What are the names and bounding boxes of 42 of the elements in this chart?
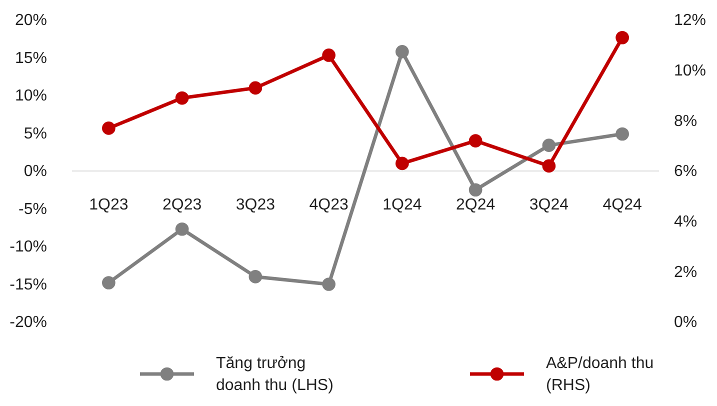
point [542,159,556,173]
x-tick-label: 4Q23 [309,196,348,214]
y2-tick-label: 2% [674,264,698,281]
point [616,127,629,141]
y-tick-label: -5% [18,200,47,218]
y-tick-label: 0% [24,163,47,180]
point [468,134,482,148]
point [468,183,482,197]
y2-tick-label: 8% [674,112,698,130]
y-tick-label: 20% [14,12,47,30]
point [322,278,336,291]
y-tick-label: -15% [10,276,47,294]
x-tick-label: 1Q24 [382,196,422,214]
point [396,156,409,170]
point [102,122,116,135]
y2-tick-label: 6% [674,163,698,180]
y-tick-label: 10% [14,88,47,105]
y2-tick-label: 0% [674,314,698,332]
y-tick-label: 15% [14,50,47,67]
x-tick-label: 2Q24 [456,196,496,214]
y2-tick-label: 12% [674,12,706,30]
x-tick-label: 2Q23 [162,196,202,214]
point [248,81,262,95]
y2-tick-label: 10% [674,62,706,80]
point [396,45,409,58]
x-tick-label: 3Q24 [529,196,569,214]
point [102,276,116,290]
x-tick-label: 1Q23 [89,196,128,214]
y-tick-label: -20% [10,314,47,332]
x-tick-label: 4Q24 [602,196,642,214]
point [322,48,336,62]
legend-label: Tăng trưởng doanh thu (LHS) [216,355,334,394]
y-tick-label: 5% [24,125,47,142]
point [616,30,629,44]
y2-tick-label: 4% [674,213,698,230]
legend-label: A&P/doanh thu (RHS) [546,355,654,394]
point [175,91,189,105]
x-tick-label: 3Q23 [236,196,276,214]
point [248,270,262,284]
y-tick-label: -10% [10,238,47,256]
point [175,222,189,236]
point [542,138,556,152]
